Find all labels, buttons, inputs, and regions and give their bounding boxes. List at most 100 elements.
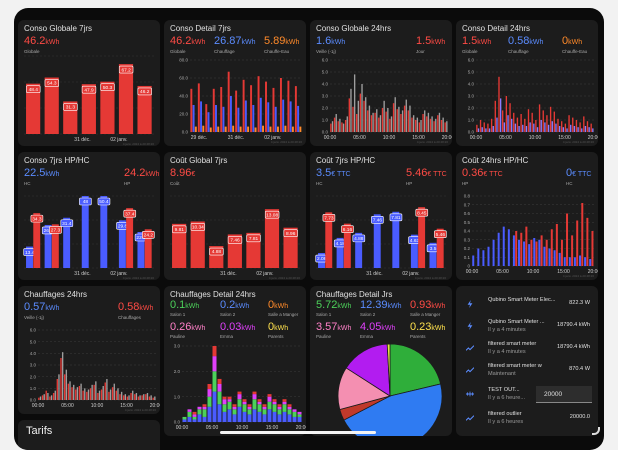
bar: [523, 241, 526, 266]
bar: [403, 105, 406, 132]
bar: [247, 404, 252, 407]
bar: [355, 114, 358, 132]
data-label: 8.96: [286, 231, 296, 237]
data-label: 7.46: [373, 217, 383, 223]
card-conso-detail-7j[interactable]: Conso Detail 7jrs 46.2kWh Globale 26.87k…: [164, 20, 306, 146]
bar: [368, 105, 371, 132]
bar: [579, 122, 581, 132]
metric-value: 0.58: [508, 35, 530, 47]
metric-chauffage: 0.58kWh: [508, 36, 543, 48]
bar: [212, 391, 217, 422]
bar: [118, 220, 126, 268]
bar: [75, 389, 77, 400]
bar: [528, 244, 531, 266]
card-conso-globale-24h[interactable]: Conso Globale 24hrs 1.6kWh Veille (-1j) …: [310, 20, 452, 146]
entity-row[interactable]: filtered smart meter Il y a 4 minutes 18…: [460, 340, 594, 357]
x-tick-label: 05:00: [353, 135, 366, 141]
chart-conso-globale-7j: 48.4 54.3 31.3 47.9 50.3 67.2 46.2 31 déc. 02 ja…: [24, 55, 154, 146]
bar: [336, 237, 344, 268]
data-label: 31.3: [66, 105, 76, 111]
metric-label: Parents: [410, 334, 426, 339]
card-conso-detail-24h[interactable]: Conso Detail 24hrs 1.5kWh Globale 0.58kW…: [456, 20, 598, 146]
data-label: 37.4: [125, 211, 135, 217]
entity-name: TEST OUT...: [488, 387, 520, 393]
bar: [490, 118, 493, 132]
bar: [472, 255, 475, 266]
entity-row[interactable]: Qubino Smart Meter ... Il y a 4 minutes …: [460, 318, 594, 335]
chart-line-icon: [466, 367, 474, 373]
test-out-input[interactable]: 20000: [536, 386, 592, 403]
bar: [272, 87, 275, 132]
metric-value: 8.96: [170, 167, 192, 179]
home-indicator[interactable]: [220, 431, 376, 434]
card-tarifs[interactable]: Tarifs: [18, 420, 160, 450]
bar: [287, 406, 292, 410]
card-chauffages-detail-24h[interactable]: Chauffages Detail 24hrs 0.1kWh Salon 1 0…: [164, 286, 306, 436]
card-cout-global-7j[interactable]: Coût Global 7jrs 8.96€ Coût 9.81 10.34 4.8…: [164, 152, 306, 280]
entity-row[interactable]: filtered outlier Il y a 6 heures 20000.0: [460, 410, 594, 427]
metric-unit: kWh: [191, 39, 206, 46]
card-chauffages-24h[interactable]: Chauffages 24hrs 0.57kWh Veille (-1j) 0.…: [18, 286, 160, 414]
x-tick-label: 02 janv.: [402, 271, 419, 277]
data-label: 9.81: [175, 227, 185, 233]
bar: [568, 115, 570, 132]
data-label-box: [227, 236, 243, 244]
bar: [135, 393, 138, 400]
x-tick-label: 10:00: [527, 269, 540, 275]
entity-subtitle: Il y a 6 heure...: [488, 395, 526, 401]
bar: [581, 128, 583, 132]
y-tick-label: 6.0: [30, 328, 37, 333]
metric-value: 26.87: [214, 35, 242, 47]
metric-label: Chauffe-Eau: [264, 49, 290, 54]
metric-unit: kWh: [431, 325, 446, 332]
entity-row[interactable]: filtered smart meter w Maintenant 870.4 …: [460, 362, 594, 379]
bar: [73, 384, 75, 400]
bar: [215, 105, 217, 132]
bar: [237, 399, 242, 407]
data-label: 8.45: [417, 210, 427, 216]
x-tick-label: 10:00: [529, 135, 542, 141]
bar: [558, 252, 561, 266]
bar: [264, 209, 280, 268]
card-cout-24h-hphc[interactable]: Coût 24hrs HP/HC 0.36€ TTC HP 0€ TTC HC …: [456, 152, 598, 280]
metric-unit: kWh: [185, 303, 200, 310]
bar: [137, 396, 140, 400]
bar: [217, 404, 222, 422]
metric-jour: 1.5kWh: [416, 36, 445, 48]
bar: [498, 76, 500, 132]
bar: [591, 231, 594, 266]
bar: [81, 84, 96, 134]
bar: [586, 121, 589, 132]
bar: [446, 121, 448, 132]
bar: [267, 401, 272, 410]
bar: [224, 126, 227, 132]
bar: [145, 394, 147, 400]
bar: [118, 64, 134, 134]
entity-name: Qubino Smart Meter Elec...: [488, 297, 556, 303]
bar: [76, 387, 79, 400]
bar: [217, 378, 222, 384]
metric-value: 3.5: [316, 167, 332, 179]
entity-row[interactable]: TEST OUT... Il y a 6 heure... 20000: [460, 386, 594, 403]
card-conso-globale-7j[interactable]: Conso Globale 7jrs 46.2kWh Globale 48.4 5…: [18, 20, 160, 146]
metric-label: HC: [566, 181, 573, 186]
metric-value: 0.36: [462, 167, 484, 179]
card-conso-7j-hphc[interactable]: Conso 7jrs HP/HC 22.5kWh HC 24.2kWh HP 1…: [18, 152, 160, 280]
data-label: 48.4: [29, 87, 39, 93]
bar: [518, 239, 520, 266]
card-cout-7j-hphc[interactable]: Coût 7jrs HP/HC 3.5€ TTC HC 5.46€ TTC HP…: [310, 152, 452, 280]
bar: [378, 117, 380, 132]
entity-row[interactable]: Qubino Smart Meter Elec... 822.3 W: [460, 296, 594, 313]
data-label: 4.63: [410, 238, 420, 244]
bar: [78, 386, 81, 400]
bar: [350, 88, 352, 132]
chart-conso-detail-7j: 80.0 60.0 40.0 20.0 0.029 déc. 31 déc. 02 janv…: [179, 58, 302, 144]
bar: [192, 414, 197, 417]
entity-value: 20000.0: [569, 414, 590, 420]
data-label: 7.81: [391, 215, 401, 221]
data-label: 48: [83, 199, 89, 205]
metric-unit: kWh: [477, 39, 492, 46]
card-chauffages-detail-jrs[interactable]: Chauffages Detail Jrs 5.72kWh Salon 1 12…: [310, 286, 452, 436]
data-label: 7.46: [230, 238, 240, 244]
metric-globale: 46.2kWh: [24, 36, 59, 48]
